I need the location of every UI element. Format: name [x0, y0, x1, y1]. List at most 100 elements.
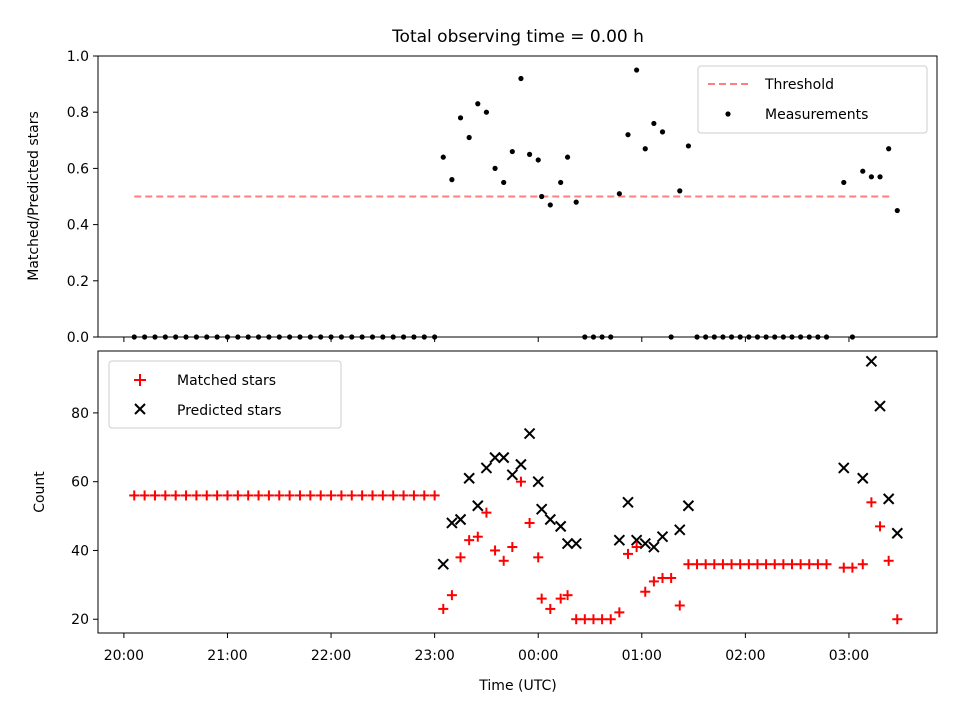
measurement-point — [659, 129, 666, 135]
matched-star-point — [398, 490, 409, 501]
matched-star-point — [490, 545, 501, 556]
matched-star-point — [263, 490, 274, 501]
predicted-marker-b — [639, 537, 651, 550]
predicted-marker-b — [613, 534, 626, 546]
predicted-star-point — [674, 524, 686, 536]
matched-star-point — [294, 490, 305, 501]
matched-star-point — [735, 559, 746, 570]
matched-star-point — [429, 490, 440, 501]
predicted-marker-b — [674, 524, 686, 536]
matched-star-point — [408, 490, 419, 501]
matched-star-point — [857, 559, 868, 570]
matched-star-point — [212, 490, 223, 501]
matched-star-point — [472, 531, 483, 542]
matched-star-point — [524, 517, 535, 528]
measurement-point — [539, 193, 545, 200]
matched-star-point — [640, 586, 651, 597]
predicted-marker-b — [506, 469, 519, 481]
bottom-y-tick-label: 40 — [71, 543, 89, 559]
predicted-star-point — [497, 451, 510, 464]
matched-star-point — [419, 490, 430, 501]
matched-star-point — [709, 559, 720, 570]
x-tick-label: 20:00 — [104, 648, 144, 664]
predicted-marker-b — [648, 541, 660, 553]
matched-star-point — [683, 559, 694, 570]
x-tick-label: 02:00 — [725, 648, 765, 664]
matched-star-point — [243, 490, 254, 501]
x-tick-label: 00:00 — [518, 648, 558, 664]
measurement-point — [449, 177, 455, 183]
predicted-star-point — [857, 472, 869, 484]
predicted-star-point — [446, 517, 458, 529]
measurement-point — [558, 179, 564, 186]
legend-matched-marker — [134, 374, 146, 386]
measurement-point — [841, 179, 847, 186]
predicted-marker-b — [838, 462, 850, 474]
matched-star-point — [536, 593, 547, 604]
predicted-marker-b — [489, 451, 501, 464]
predicted-star-point — [639, 537, 651, 550]
bottom-plot-area: 20 40 60 80 20:00 21:00 22:00 23:00 00:00 01:00 02… — [71, 355, 904, 664]
matched-star-point — [139, 490, 150, 501]
measurement-point — [634, 67, 640, 73]
matched-star-point — [821, 559, 832, 570]
bottom-legend: Matched stars Predicted stars — [108, 360, 342, 429]
matched-star-point — [692, 559, 703, 570]
predicted-marker-b — [561, 537, 574, 550]
predicted-star-point — [630, 534, 643, 546]
matched-star-point — [357, 490, 368, 501]
predicted-marker-b — [656, 531, 669, 543]
matched-star-point — [545, 603, 556, 614]
matched-star-point — [201, 490, 212, 501]
predicted-marker-b — [454, 513, 467, 526]
top-axes-frame — [97, 55, 938, 338]
predicted-star-point — [506, 469, 519, 481]
measurement-point — [466, 134, 472, 141]
matched-star-point — [892, 614, 903, 625]
matched-star-point — [648, 576, 659, 587]
matched-star-point — [326, 490, 337, 501]
matched-star-point — [743, 559, 754, 570]
bottom-y-tick-label: 60 — [71, 475, 89, 491]
matched-star-point — [571, 614, 582, 625]
matched-star-point — [455, 552, 466, 563]
matched-star-point — [726, 559, 737, 570]
predicted-marker-b — [891, 527, 904, 539]
predicted-marker-b — [437, 558, 449, 570]
matched-star-point — [149, 490, 160, 501]
matched-star-point — [866, 497, 877, 508]
predicted-marker-b — [857, 472, 869, 484]
measurement-point — [616, 191, 622, 197]
predicted-star-point — [648, 541, 660, 553]
matched-star-point — [507, 542, 518, 553]
matched-star-point — [883, 555, 894, 566]
predicted-marker-b — [682, 500, 695, 512]
predicted-star-point — [535, 503, 548, 515]
predicted-marker-b — [515, 458, 527, 471]
predicted-marker-b — [570, 537, 582, 550]
measurement-point — [860, 168, 866, 174]
predicted-star-point — [472, 500, 484, 512]
matched-star-point — [336, 490, 347, 501]
matched-star-point — [481, 507, 492, 518]
predicted-star-point — [874, 400, 886, 412]
predicted-star-point — [454, 513, 467, 526]
predicted-marker-b — [472, 500, 484, 512]
measurement-point — [642, 146, 648, 152]
matched-star-point — [498, 555, 509, 566]
bottom-y-tick-label: 20 — [71, 612, 89, 628]
predicted-marker-b — [446, 517, 458, 529]
measurement-point — [677, 188, 683, 194]
predicted-marker-b — [463, 472, 475, 484]
measurement-point — [625, 132, 631, 138]
legend-predicted-marker — [134, 403, 146, 415]
legend-measurements-label: Measurements — [765, 107, 868, 123]
predicted-star-point — [613, 534, 626, 546]
matched-star-point — [657, 572, 668, 583]
matched-star-point — [562, 590, 573, 601]
legend-matched-label: Matched stars — [177, 373, 276, 389]
matched-star-point — [804, 559, 815, 570]
matched-star-point — [464, 535, 475, 546]
predicted-star-point — [515, 458, 527, 471]
